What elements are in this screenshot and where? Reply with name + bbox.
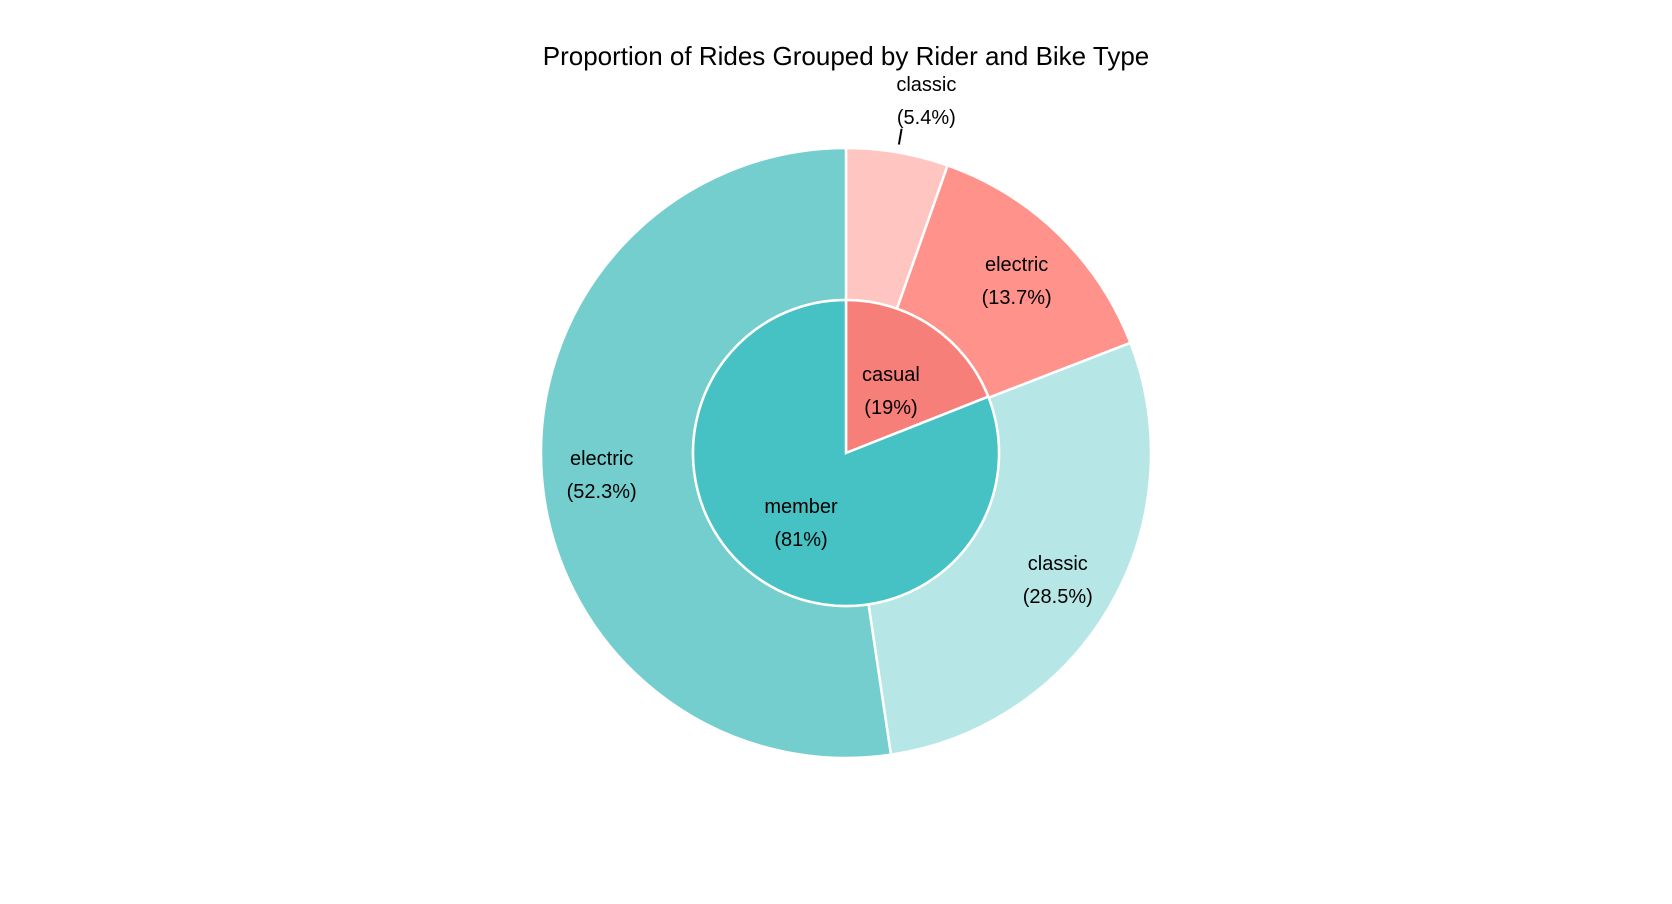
inner-label-name-member: member: [764, 496, 838, 518]
outer-label-name-electric: electric: [570, 448, 633, 470]
outer-label-percent-electric: (52.3%): [567, 481, 637, 503]
inner-label-percent-casual: (19%): [864, 397, 917, 419]
outer-label-percent-electric: (13.7%): [982, 287, 1052, 309]
inner-ring: [691, 298, 1001, 608]
outer-label-name-classic: classic: [896, 74, 956, 96]
inner-slice-member: [691, 298, 1001, 608]
outer-ring: [539, 146, 1153, 760]
outer-label-leader-classic: [897, 128, 903, 145]
outer-label-name-electric: electric: [985, 254, 1048, 276]
outer-label-percent-classic: (28.5%): [1023, 586, 1093, 608]
outer-label-name-classic: classic: [1028, 553, 1088, 575]
outer-label-percent-classic: (5.4%): [897, 107, 956, 129]
slice-labels: classic (5.4%) electric (13.7%) classic (28.5…: [567, 74, 1093, 608]
inner-label-name-casual: casual: [862, 364, 920, 386]
inner-slice-casual: [844, 298, 990, 455]
inner-label-percent-member: (81%): [774, 529, 827, 551]
chart-title: Proportion of Rides Grouped by Rider and…: [543, 41, 1150, 71]
